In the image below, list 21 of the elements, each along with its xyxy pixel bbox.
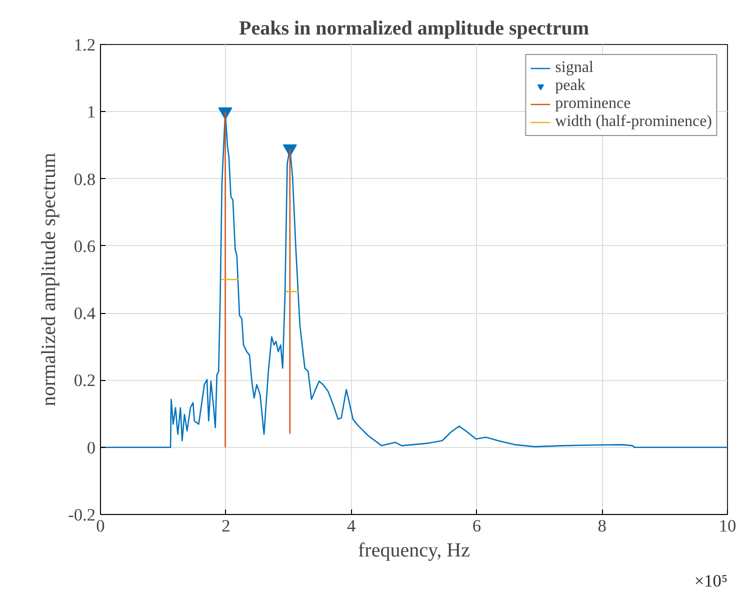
legend-label: prominence bbox=[555, 95, 631, 113]
y-tick-label: 0.6 bbox=[74, 236, 96, 256]
y-tick-label: -0.2 bbox=[68, 506, 96, 524]
y-tick-label: 0 bbox=[86, 438, 96, 458]
x-tick-label: 8 bbox=[598, 516, 606, 536]
text: ×10⁵ bbox=[694, 572, 728, 590]
x-tick-label: 2 bbox=[222, 516, 230, 536]
legend-label: peak bbox=[555, 77, 586, 95]
y-tick-label: 0.4 bbox=[74, 304, 96, 324]
x-axis-title: frequency, Hz bbox=[358, 540, 470, 562]
y-tick-label: 1.2 bbox=[74, 36, 96, 54]
x-tick-label: 6 bbox=[472, 516, 482, 536]
chart-title: Peaks in normalized amplitude spectrum bbox=[239, 18, 590, 40]
y-tick-label: 0.2 bbox=[74, 371, 96, 390]
y-tick-label: 1 bbox=[86, 102, 96, 122]
legend-label: width (half-prominence) bbox=[555, 113, 712, 131]
y-axis-title: normalized amplitude spectrum bbox=[38, 152, 60, 406]
x-tick-label: 10 bbox=[718, 516, 736, 536]
y-tick-label: 0.8 bbox=[74, 170, 96, 189]
x-tick-label: 4 bbox=[346, 516, 356, 536]
legend-label: signal bbox=[555, 59, 594, 77]
